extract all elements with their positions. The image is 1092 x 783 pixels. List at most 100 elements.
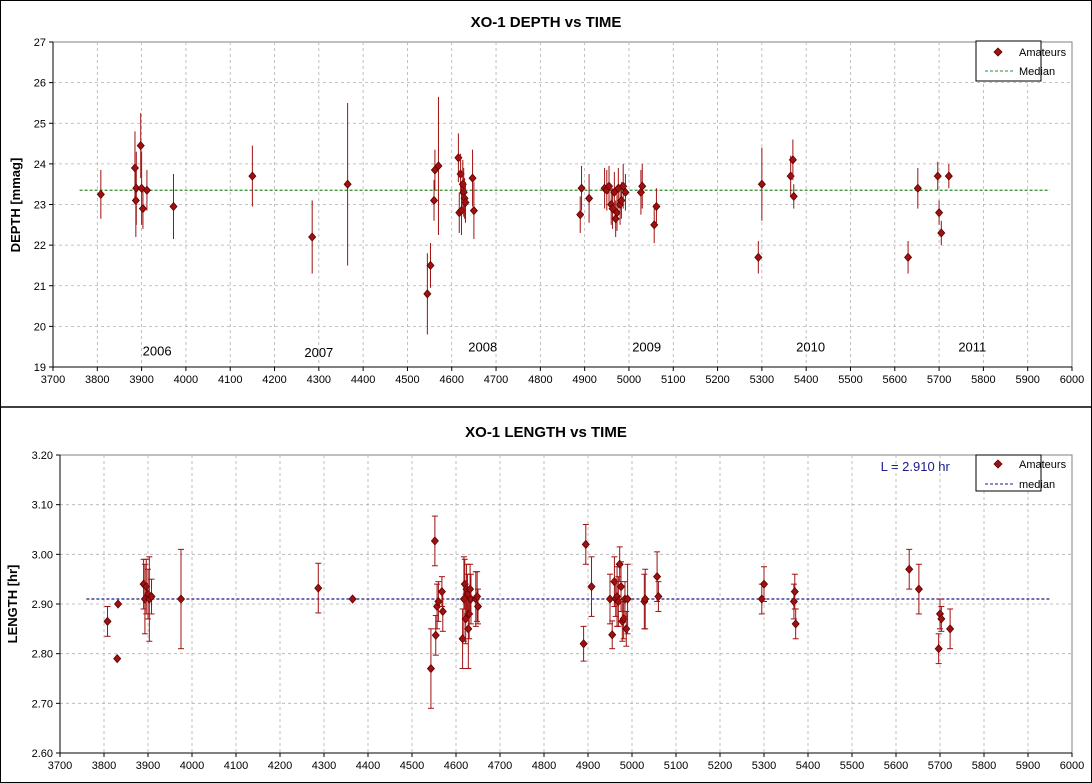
length-data-point [623, 594, 632, 604]
depth-data-point [132, 183, 141, 193]
length-data-point [314, 583, 323, 593]
depth-plot-area: 3700 3800 3900 4000 4100 4200 4300 4400 4500 4600… [34, 37, 1084, 386]
length-y-tick-label: 2.60 [32, 748, 53, 760]
length-y-tick-label: 2.70 [32, 698, 53, 710]
length-x-tick-label: 4200 [268, 760, 292, 772]
length-data-point [605, 594, 615, 604]
depth-data-point [343, 179, 352, 189]
depth-y-tick-label: 22 [34, 240, 46, 252]
length-y-tick-label: 2.90 [32, 599, 53, 611]
length-data-point [653, 572, 662, 582]
length-legend-label-median: median [1019, 479, 1055, 491]
depth-x-tick-label: 4600 [439, 374, 463, 386]
depth-data-point [610, 187, 619, 197]
depth-x-tick-label: 5600 [883, 374, 907, 386]
depth-x-tick-label: 4900 [572, 374, 596, 386]
depth-data-point [904, 252, 913, 262]
depth-x-tick-label: 5500 [838, 374, 862, 386]
length-data-point [113, 654, 122, 664]
depth-x-tick-label: 5400 [794, 374, 818, 386]
length-data-point [759, 579, 769, 589]
length-data-point [176, 594, 186, 604]
length-median-annotation: L = 2.910 hr [881, 459, 951, 474]
depth-data-point [469, 205, 478, 216]
depth-x-tick-label: 4300 [307, 374, 331, 386]
depth-x-tick-label: 5700 [927, 374, 951, 386]
depth-legend-label-amateurs: Amateurs [1019, 47, 1067, 59]
length-data-point [430, 536, 439, 546]
depth-data-point [585, 193, 594, 204]
depth-data-point [638, 181, 647, 191]
depth-x-tick-label: 5100 [661, 374, 685, 386]
depth-y-tick-label: 24 [34, 159, 46, 171]
depth-x-tick-label: 5200 [705, 374, 729, 386]
depth-x-tick-label: 4400 [351, 374, 375, 386]
length-data-point [434, 596, 443, 607]
length-data-point [147, 591, 156, 602]
depth-data-point [576, 210, 585, 220]
depth-data-point [937, 228, 946, 238]
length-data-point [348, 594, 357, 604]
depth-year-label: 2011 [958, 340, 986, 355]
length-data-point [426, 663, 435, 674]
depth-data-point [944, 171, 953, 181]
length-data-point [431, 630, 440, 640]
depth-data-point [138, 203, 147, 214]
length-x-tick-label: 5100 [664, 760, 688, 772]
depth-data-point [426, 260, 435, 271]
depth-year-label: 2008 [468, 340, 497, 355]
length-x-tick-label: 5000 [620, 760, 644, 772]
length-y-axis-label: LENGTH [hr] [5, 565, 20, 644]
length-data-point [579, 639, 588, 649]
length-x-tick-label: 4900 [576, 760, 600, 772]
depth-x-tick-label: 5300 [750, 374, 774, 386]
length-x-tick-label: 4600 [444, 760, 468, 772]
depth-y-tick-label: 19 [34, 362, 46, 374]
length-data-point [438, 606, 447, 617]
length-x-tick-label: 4000 [180, 760, 204, 772]
length-x-tick-label: 4800 [532, 760, 556, 772]
length-data-point [789, 596, 798, 607]
depth-x-tick-label: 6000 [1060, 374, 1084, 386]
length-x-tick-label: 5600 [884, 760, 908, 772]
length-x-tick-label: 5500 [840, 760, 864, 772]
depth-data-point [935, 208, 944, 218]
depth-y-tick-label: 23 [34, 200, 46, 212]
depth-x-tick-label: 3900 [129, 374, 153, 386]
length-chart-title: XO-1 LENGTH vs TIME [465, 424, 627, 441]
depth-x-tick-label: 4800 [528, 374, 552, 386]
length-x-tick-label: 3800 [92, 760, 116, 772]
length-x-tick-label: 5300 [752, 760, 776, 772]
length-x-tick-label: 5200 [708, 760, 732, 772]
length-x-tick-label: 3700 [48, 760, 72, 772]
depth-data-point [754, 252, 763, 262]
depth-y-tick-label: 27 [34, 37, 46, 49]
depth-year-label: 2007 [304, 345, 333, 360]
depth-y-tick-label: 26 [34, 78, 46, 90]
depth-y-axis-label: DEPTH [mmag] [8, 158, 23, 253]
length-data-point [790, 586, 799, 597]
depth-x-tick-label: 4100 [218, 374, 242, 386]
length-y-tick-label: 2.80 [32, 649, 53, 661]
length-x-tick-label: 4100 [224, 760, 248, 772]
depth-data-point [137, 183, 146, 193]
depth-year-label: 2009 [632, 340, 661, 355]
depth-data-point [136, 140, 145, 151]
length-x-tick-label: 6000 [1060, 760, 1084, 772]
length-data-point [905, 564, 914, 574]
depth-y-tick-label: 20 [34, 321, 46, 333]
length-x-tick-label: 3900 [136, 760, 160, 772]
length-data-point [608, 630, 617, 640]
depth-x-tick-label: 3700 [41, 374, 65, 386]
length-x-tick-label: 5400 [796, 760, 820, 772]
depth-legend-marker [993, 47, 1003, 57]
length-data-point [464, 624, 473, 634]
depth-year-label: 2010 [796, 340, 825, 355]
length-y-tick-label: 3.10 [32, 500, 53, 512]
depth-data-point [788, 155, 797, 165]
length-legend-box [975, 454, 1042, 492]
depth-data-point [913, 183, 922, 193]
depth-legend-label-median: Median [1019, 66, 1055, 78]
